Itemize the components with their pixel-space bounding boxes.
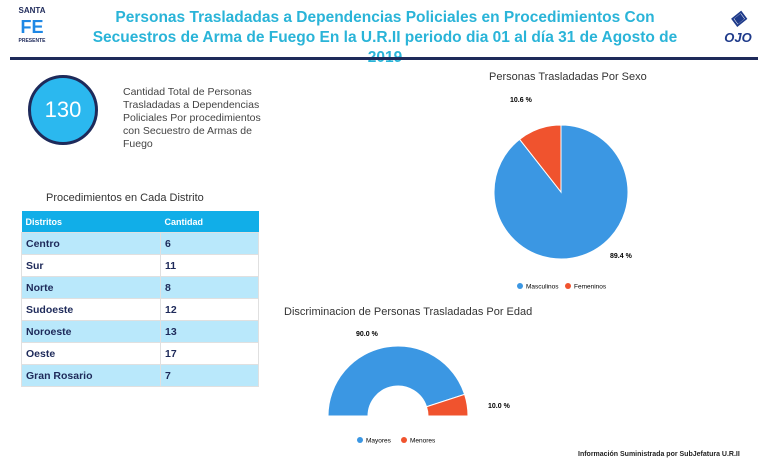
cell-distrito: Gran Rosario bbox=[21, 364, 161, 387]
table-row: Oeste 17 bbox=[21, 342, 259, 365]
slice-label: 89.4 % bbox=[610, 253, 633, 260]
district-table: Distritos Cantidad Centro 6 Sur 11 Norte 8 Sudo… bbox=[21, 211, 259, 387]
legend-marker bbox=[357, 437, 363, 443]
table-row: Centro 6 bbox=[21, 232, 259, 255]
table-row: Noroeste 13 bbox=[21, 320, 259, 343]
cell-cantidad: 13 bbox=[160, 320, 259, 343]
slice-label: 90.0 % bbox=[356, 331, 379, 338]
header-distritos: Distritos bbox=[21, 211, 161, 233]
header-divider bbox=[10, 57, 758, 60]
legend-label: Menores bbox=[410, 438, 436, 445]
legend-label: Femeninos bbox=[574, 284, 607, 291]
cell-distrito: Sudoeste bbox=[21, 298, 161, 321]
donut-slice-mayores bbox=[327, 345, 466, 417]
legend-marker bbox=[517, 283, 523, 289]
cell-distrito: Noroeste bbox=[21, 320, 161, 343]
footer-source: Información Suministrada por SubJefatura… bbox=[578, 451, 740, 458]
ojo-logo: ◈ OJO bbox=[724, 7, 752, 45]
page-title: Personas Trasladadas a Dependencias Poli… bbox=[92, 9, 678, 66]
sex-pie-chart: 89.4 % Masculinos 10.6 % Femeninos bbox=[493, 97, 633, 291]
cell-distrito: Centro bbox=[21, 232, 161, 255]
cell-distrito: Oeste bbox=[21, 342, 161, 365]
header-cantidad: Cantidad bbox=[160, 211, 259, 233]
table-title: Procedimientos en Cada Distrito bbox=[46, 192, 204, 204]
sex-chart-title: Personas Trasladadas Por Sexo bbox=[489, 71, 647, 83]
slice-label: 10.6 % bbox=[510, 97, 533, 104]
cell-cantidad: 7 bbox=[160, 364, 259, 387]
cell-cantidad: 17 bbox=[160, 342, 259, 365]
total-description: Cantidad Total de Personas Trasladadas a… bbox=[123, 86, 261, 150]
legend-label: Mayores bbox=[366, 438, 392, 445]
cell-cantidad: 8 bbox=[160, 276, 259, 299]
legend-marker bbox=[565, 283, 571, 289]
age-chart-title: Discriminacion de Personas Trasladadas P… bbox=[284, 306, 533, 318]
santa-fe-logo: SANTA FE PRESENTE bbox=[18, 6, 46, 44]
slice-label: 10.0 % bbox=[488, 403, 511, 410]
donut-slice-menores bbox=[425, 393, 469, 417]
table-row: Norte 8 bbox=[21, 276, 259, 299]
table-row: Sur 11 bbox=[21, 254, 259, 277]
legend-marker bbox=[401, 437, 407, 443]
total-badge: 130 bbox=[28, 75, 98, 145]
pie-slice-femeninos bbox=[518, 124, 562, 194]
table-row: Sudoeste 12 bbox=[21, 298, 259, 321]
legend-label: Masculinos bbox=[526, 284, 559, 291]
cell-cantidad: 12 bbox=[160, 298, 259, 321]
cell-distrito: Sur bbox=[21, 254, 161, 277]
cell-cantidad: 6 bbox=[160, 232, 259, 255]
table-row: Gran Rosario 7 bbox=[21, 364, 259, 387]
cell-cantidad: 11 bbox=[160, 254, 259, 277]
cell-distrito: Norte bbox=[21, 276, 161, 299]
age-donut-chart: 90.0 % Mayores 10.0 % Menores bbox=[327, 331, 511, 445]
